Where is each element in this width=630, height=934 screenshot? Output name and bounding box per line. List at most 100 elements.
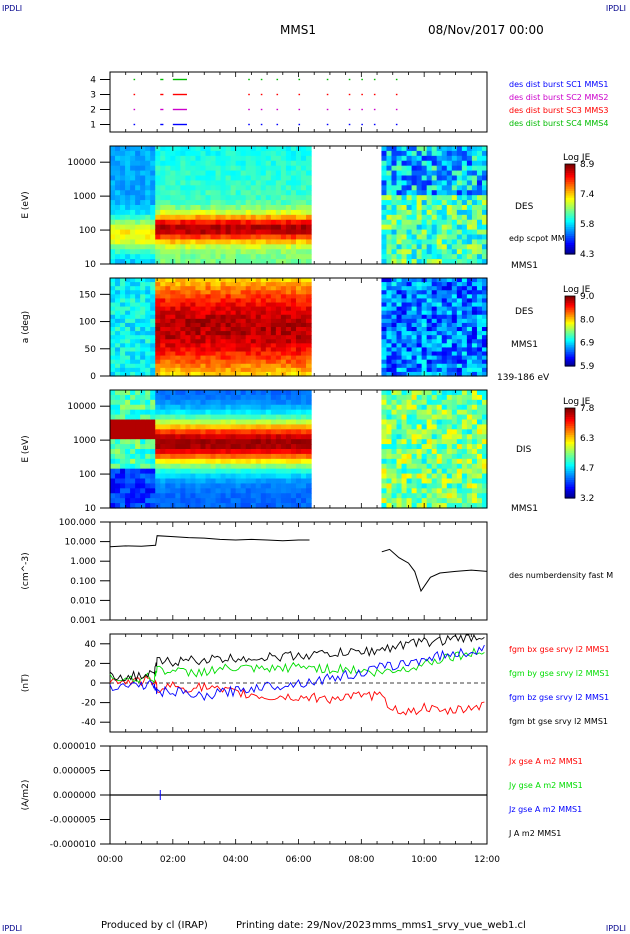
- heatmap-cell: [225, 453, 232, 460]
- heatmap-cell: [145, 439, 151, 445]
- heatmap-cell: [120, 214, 126, 221]
- heatmap-cell: [406, 195, 413, 201]
- heatmap-cell: [180, 244, 186, 250]
- heatmap-cell: [160, 302, 166, 308]
- heatmap-cell: [436, 190, 443, 196]
- heatmap-cell: [150, 409, 156, 416]
- heatmap-cell: [456, 302, 463, 308]
- heatmap-cell: [306, 306, 312, 312]
- heatmap-cell: [120, 449, 126, 455]
- heatmap-cell: [140, 306, 146, 312]
- heatmap-cell: [225, 195, 232, 201]
- heatmap-cell: [301, 498, 307, 504]
- y-tick-label: 1000: [73, 436, 96, 446]
- heatmap-cell: [190, 322, 197, 328]
- heatmap-cell: [195, 310, 202, 316]
- heatmap-cell: [140, 473, 146, 480]
- heatmap-cell: [200, 434, 207, 440]
- heatmap-cell: [471, 478, 478, 485]
- heatmap-cell: [466, 146, 473, 152]
- heatmap-cell: [391, 146, 398, 152]
- heatmap-cell: [115, 239, 121, 245]
- heatmap-cell: [150, 419, 156, 426]
- heatmap-cell: [436, 478, 443, 485]
- heatmap-cell: [471, 286, 478, 291]
- heatmap-cell: [476, 371, 483, 377]
- heatmap-cell: [245, 390, 252, 396]
- heatmap-cell: [280, 146, 287, 152]
- heatmap-cell: [205, 224, 212, 231]
- heatmap-cell: [270, 219, 277, 226]
- heatmap-cell: [295, 185, 302, 191]
- heatmap-cell: [210, 463, 217, 470]
- heatmap-cell: [240, 239, 247, 245]
- heatmap-cell: [451, 343, 458, 349]
- heatmap-cell: [125, 200, 131, 206]
- heatmap-cell: [245, 359, 252, 365]
- heatmap-cell: [200, 209, 207, 216]
- heatmap-cell: [466, 259, 473, 265]
- heatmap-cell: [255, 478, 262, 485]
- heatmap-cell: [386, 278, 393, 283]
- heatmap-cell: [456, 343, 463, 349]
- heatmap-cell: [446, 463, 453, 470]
- heatmap-cell: [215, 327, 222, 332]
- heatmap-cell: [471, 394, 478, 401]
- heatmap-cell: [225, 488, 232, 494]
- heatmap-cell: [125, 351, 131, 357]
- heatmap-cell: [160, 429, 166, 435]
- heatmap-cell: [135, 444, 141, 450]
- heatmap-cell: [180, 468, 186, 475]
- heatmap-cell: [185, 239, 192, 245]
- heatmap-cell: [401, 355, 408, 361]
- heatmap-cell: [205, 419, 212, 426]
- heatmap-cell: [441, 404, 448, 411]
- heatmap-cell: [265, 244, 272, 250]
- heatmap-cell: [411, 444, 418, 450]
- colorbar-cell: [565, 206, 575, 210]
- heatmap-cell: [386, 185, 393, 191]
- heatmap-cell: [200, 170, 207, 177]
- heatmap-cell: [255, 322, 262, 328]
- heatmap-cell: [240, 343, 247, 349]
- heatmap-cell: [275, 434, 282, 440]
- heatmap-cell: [260, 185, 267, 191]
- heatmap-cell: [220, 404, 227, 411]
- heatmap-cell: [476, 209, 483, 216]
- heatmap-cell: [431, 195, 438, 201]
- heatmap-cell: [210, 259, 217, 265]
- heatmap-cell: [210, 318, 217, 324]
- heatmap-cell: [210, 200, 217, 206]
- heatmap-cell: [265, 458, 272, 465]
- heatmap-cell: [285, 399, 292, 406]
- heatmap-cell: [160, 205, 166, 211]
- heatmap-cell: [160, 146, 166, 152]
- heatmap-cell: [190, 298, 197, 304]
- heatmap-cell: [426, 200, 433, 206]
- heatmap-cell: [436, 310, 443, 316]
- heatmap-cell: [115, 180, 121, 186]
- heatmap-cell: [285, 160, 292, 167]
- heatmap-cell: [145, 488, 151, 494]
- heatmap-cell: [235, 318, 242, 324]
- heatmap-cell: [140, 483, 146, 489]
- heatmap-cell: [471, 322, 478, 328]
- heatmap-cell: [205, 290, 212, 295]
- heatmap-cell: [215, 488, 222, 494]
- heatmap-cell: [250, 473, 257, 480]
- heatmap-cell: [225, 209, 232, 216]
- heatmap-cell: [135, 234, 141, 241]
- heatmap-cell: [406, 468, 413, 475]
- heatmap-cell: [436, 180, 443, 186]
- heatmap-cell: [426, 488, 433, 494]
- heatmap-cell: [125, 175, 131, 182]
- heatmap-cell: [160, 409, 166, 416]
- heatmap-cell: [441, 254, 448, 260]
- heatmap-cell: [386, 306, 393, 312]
- heatmap-cell: [471, 278, 478, 283]
- heatmap-cell: [180, 424, 186, 430]
- heatmap-cell: [386, 302, 393, 308]
- heatmap-cell: [210, 363, 217, 369]
- heatmap-cell: [240, 314, 247, 320]
- heatmap-cell: [431, 424, 438, 430]
